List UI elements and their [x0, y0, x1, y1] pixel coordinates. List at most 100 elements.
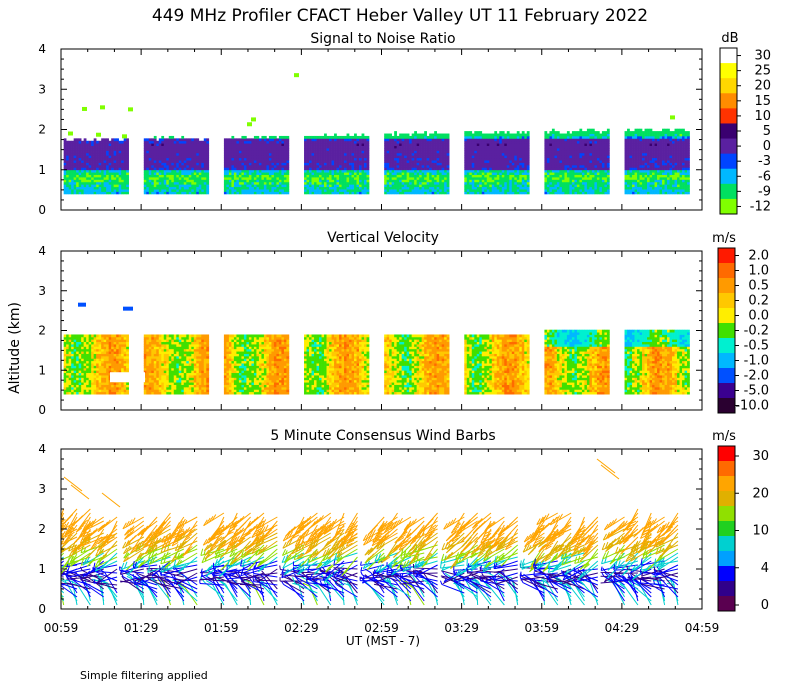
snr-cell — [486, 181, 490, 185]
snr-cell — [251, 145, 255, 149]
snr-cell — [526, 167, 530, 171]
snr-cell — [168, 148, 172, 151]
snr-cell — [632, 172, 635, 175]
snr-cell — [304, 138, 307, 142]
snr-cell — [642, 169, 645, 173]
snr-cell — [469, 157, 473, 161]
snr-cell — [278, 164, 282, 168]
snr-cell — [414, 189, 417, 192]
snr-cell — [359, 169, 362, 173]
snr-cell — [446, 135, 450, 139]
snr-cell — [311, 155, 315, 159]
snr-cell — [121, 143, 124, 146]
snr-cell — [581, 189, 585, 192]
snr-cell — [464, 145, 468, 149]
snr-cell — [258, 160, 262, 163]
snr-cell — [476, 164, 480, 168]
snr-cell — [166, 143, 170, 146]
snr-cell — [384, 160, 387, 163]
snr-cell — [276, 138, 280, 142]
snr-cell — [364, 138, 367, 142]
snr-cell — [471, 148, 475, 151]
snr-cell — [664, 167, 668, 171]
snr-cell — [647, 143, 650, 146]
snr-cell — [431, 176, 435, 180]
snr-cell — [421, 148, 425, 151]
snr-cell — [263, 157, 267, 161]
snr-cell — [143, 167, 147, 171]
snr-cell — [632, 174, 635, 178]
snr-cell — [669, 162, 673, 166]
snr-cell — [441, 155, 445, 159]
snr-cell — [331, 157, 335, 161]
snr-cell — [113, 148, 117, 151]
snr-cell — [446, 191, 450, 195]
snr-cell — [404, 148, 407, 151]
snr-cell — [93, 155, 97, 159]
snr-cell — [481, 179, 485, 183]
snr-cell — [494, 174, 498, 178]
snr-cell — [151, 143, 155, 146]
snr-cell — [642, 157, 645, 161]
snr-cell — [586, 145, 590, 149]
snr-cell — [364, 155, 367, 159]
snr-cell — [632, 179, 635, 183]
snr-cell — [66, 155, 69, 159]
snr-cell — [183, 162, 187, 166]
snr-cell — [316, 160, 320, 163]
snr-cell — [489, 148, 493, 151]
snr-cell — [639, 164, 643, 168]
snr-cell — [256, 172, 260, 175]
snr-cell — [106, 189, 109, 192]
snr-cell — [103, 169, 107, 173]
snr-cell — [627, 191, 630, 195]
snr-cell — [601, 138, 605, 142]
snr-cell — [153, 189, 157, 192]
snr-cell — [486, 167, 490, 171]
snr-cell — [241, 186, 245, 190]
snr-cell — [384, 150, 387, 154]
snr-cell — [526, 135, 530, 139]
snr-cell — [596, 174, 600, 178]
snr-cell — [63, 164, 67, 168]
snr-cell — [629, 145, 633, 149]
snr-cell — [111, 162, 114, 166]
snr-cell — [524, 186, 528, 190]
snr-cell — [444, 155, 447, 159]
snr-cell — [116, 164, 119, 168]
snr-cell — [66, 172, 69, 175]
snr-cell — [644, 155, 648, 159]
snr-cell — [579, 138, 583, 142]
snr-cell — [351, 169, 355, 173]
snr-cell — [183, 169, 187, 173]
snr-cell — [283, 162, 287, 166]
snr-cell — [311, 186, 315, 190]
snr-cell — [506, 176, 510, 180]
snr-cell — [241, 157, 245, 161]
snr-cell — [354, 184, 357, 188]
snr-cell — [361, 176, 365, 180]
snr-cell — [511, 186, 515, 190]
snr-cell — [188, 143, 192, 146]
snr-cell — [499, 179, 503, 183]
snr-cell — [351, 143, 355, 146]
snr-cell — [654, 155, 658, 159]
snr-cell — [649, 145, 653, 149]
snr-cell — [414, 164, 417, 168]
snr-cell — [569, 162, 573, 166]
snr-cell — [251, 148, 255, 151]
snr-cell — [271, 176, 275, 180]
snr-cell — [677, 179, 680, 183]
snr-cell — [223, 143, 227, 146]
snr-cell — [278, 157, 282, 161]
snr-cell — [71, 164, 74, 168]
snr-cell — [339, 143, 342, 146]
snr-cell — [304, 145, 307, 149]
snr-cell — [236, 145, 240, 149]
snr-cell — [329, 152, 332, 156]
snr-cell — [559, 172, 563, 175]
snr-cell — [78, 162, 82, 166]
snr-cell — [281, 169, 285, 173]
snr-cell — [253, 191, 257, 195]
snr-cell — [356, 189, 360, 192]
